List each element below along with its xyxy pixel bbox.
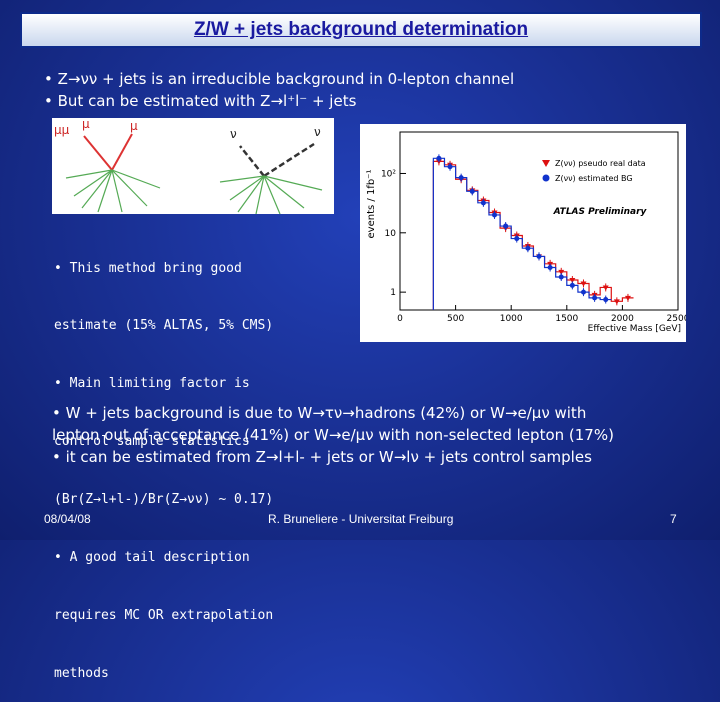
method-line: • This method bring good [54,260,242,276]
x-axis-label: Effective Mass [GeV] [588,324,681,334]
jet-line [219,175,265,183]
jet-line [229,175,265,201]
slide-title: Z/W + jets background determination [193,19,529,40]
bullet-line: • But can be estimated with Z→l⁺l⁻ + jet… [44,92,357,110]
x-tick-label: 2000 [611,314,634,324]
method-line: methods [54,665,109,681]
footer-page-number: 7 [670,512,677,526]
data-point [480,200,486,206]
jet-line [73,169,113,197]
method-line: • A good tail description [54,550,250,566]
legend-marker-data [542,160,550,167]
data-point [525,245,531,251]
atlas-preliminary-label: ATLAS Preliminary [553,207,648,217]
event-diagram-svg: μμ μ μ ν ν [54,118,323,214]
data-point [624,295,631,301]
bullet-line: lepton out of acceptance (41%) or W→e/μν… [52,426,614,444]
jet-line [81,169,113,209]
plot-frame [399,131,679,311]
jet-line [263,175,305,209]
jet-line [111,169,148,207]
data-point [580,281,587,287]
nu2-label: ν [314,125,321,139]
legend-marker-bg [542,174,550,182]
jet-line [255,175,265,214]
jet-line [263,175,323,191]
data-point [602,285,609,291]
data-point [558,274,564,280]
nu1-label: ν [230,127,237,141]
dineutrino-event: ν ν [219,125,323,214]
jet-line [111,169,123,213]
legend: Z(νν) pseudo real data Z(νν) estimated B… [542,159,646,183]
jet-line [263,175,281,214]
data-point [592,295,598,301]
method-line: (Br(Z→l+l-)/Br(Z→νν) ~ 0.17) [54,492,274,508]
jet-line [65,169,113,179]
title-bar: Z/W + jets background determination [20,12,702,48]
chart-svg: events / 1fb⁻¹ Effective Mass [GeV] ATLA… [366,131,690,334]
x-tick-label: 500 [447,314,464,324]
y-axis-label: events / 1fb⁻¹ [366,170,377,239]
jet-line [97,169,113,213]
effective-mass-plot: events / 1fb⁻¹ Effective Mass [GeV] ATLA… [360,124,690,342]
x-tick-label: 1500 [555,314,578,324]
data-point [569,282,575,288]
jet-line [111,169,161,189]
data-point [503,223,509,229]
data-point [447,164,453,170]
data-point [436,155,442,161]
data-point [547,265,553,271]
mumu-label: μμ [54,123,70,137]
footer-date: 08/04/08 [44,512,91,526]
data-point [514,236,520,242]
event-diagram: μμ μ μ ν ν [52,118,334,214]
method-line: estimate (15% ALTAS, 5% CMS) [54,318,274,334]
x-tick-label: 2500 [667,314,686,324]
x-tick-label: 1000 [500,314,523,324]
data-point [536,253,542,259]
bullet-line: • Z→νν + jets is an irreducible backgrou… [44,70,515,88]
data-point [613,299,620,305]
footer-author: R. Bruneliere - Universitat Freiburg [268,512,454,526]
legend-label-bg: Z(νν) estimated BG [555,174,633,183]
data-point [603,297,609,303]
bottom-bullets: • W + jets background is due to W→τν→had… [52,402,614,468]
data-point [569,278,576,284]
bullet-line: • W + jets background is due to W→τν→had… [52,404,587,422]
legend-label-data: Z(νν) pseudo real data [555,159,646,168]
method-line: requires MC OR extrapolation [54,607,274,623]
mu1-track [83,135,113,171]
top-bullets: • Z→νν + jets is an irreducible backgrou… [44,68,514,112]
bullet-line: • it can be estimated from Z→l+l- + jets… [52,448,592,466]
y-tick-label: 10² [381,169,396,179]
nu2-track [263,142,315,178]
data-point [580,289,586,295]
dimuon-event: μμ μ μ [54,118,161,213]
nu1-track [239,145,265,177]
data-point [558,269,565,275]
data-point [492,212,498,218]
mu2-label: μ [130,119,138,133]
mu1-label: μ [82,118,90,131]
jet-line [237,175,265,213]
y-tick-label: 1 [390,288,396,298]
method-line: • Main limiting factor is [54,376,250,392]
data-point [458,175,464,181]
x-tick-label: 0 [397,314,403,324]
data-point [469,188,475,194]
y-tick-label: 10 [385,229,397,239]
series-line-data [432,160,634,310]
mu2-track [111,133,133,171]
method-line: control sample statistics [54,434,250,450]
